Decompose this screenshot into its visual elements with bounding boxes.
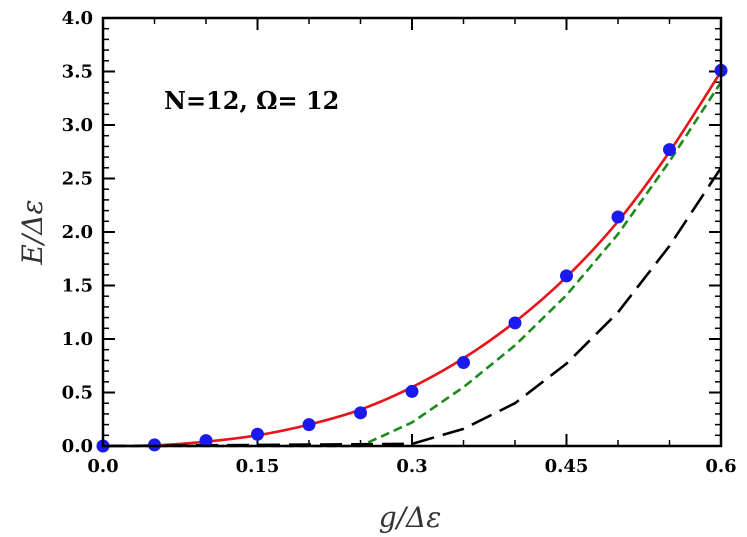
y-tick-label: 4.0 xyxy=(62,8,93,29)
x-tick-label: 0.0 xyxy=(87,456,118,477)
y-tick-label: 1.0 xyxy=(62,329,93,350)
x-tick-label: 0.6 xyxy=(705,456,736,477)
data-point xyxy=(663,143,676,157)
data-point xyxy=(508,316,522,330)
series-line-long-dash xyxy=(102,167,723,448)
y-tick-label: 3.0 xyxy=(62,115,93,136)
x-axis-label: g/Δε xyxy=(379,501,442,534)
y-tick-label: 1.5 xyxy=(62,276,93,297)
ticks-layer xyxy=(102,17,722,447)
y-axis-label: E/Δε xyxy=(16,199,49,265)
y-tick-label: 3.5 xyxy=(62,62,93,83)
data-point xyxy=(405,384,419,398)
data-point xyxy=(457,356,470,370)
series-layer xyxy=(96,63,728,453)
y-tick-label: 0.5 xyxy=(62,383,93,404)
data-point xyxy=(302,418,316,432)
data-point xyxy=(611,210,625,224)
labels-layer: 0.0 0.15 0.3 0.45 0.6 0.0 0.5 1.0 1.5 2.0 2.5 3.0 3.… xyxy=(62,8,737,477)
annotation-label: N=12, Ω= 12 xyxy=(164,86,339,115)
y-tick-label: 2.0 xyxy=(62,222,93,243)
data-point xyxy=(354,406,367,420)
plot-frame xyxy=(101,16,723,448)
y-tick-label: 2.5 xyxy=(62,169,93,190)
data-point xyxy=(560,269,573,283)
x-tick-label: 0.3 xyxy=(396,456,427,477)
x-tick-label: 0.15 xyxy=(236,456,280,477)
series-line-short-dash xyxy=(103,81,723,448)
data-point xyxy=(251,427,264,441)
data-point xyxy=(199,434,213,448)
y-tick-label: 0.0 xyxy=(62,436,93,457)
x-tick-label: 0.45 xyxy=(545,456,589,477)
